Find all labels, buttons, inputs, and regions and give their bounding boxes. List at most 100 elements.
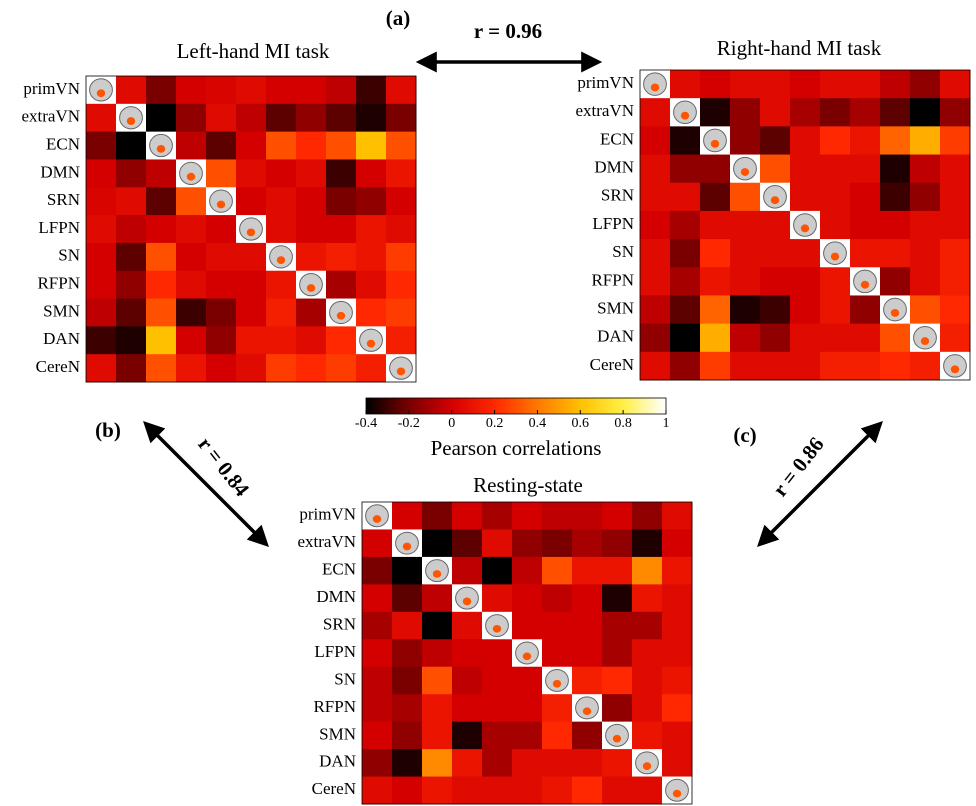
heatmap-cell [670, 323, 701, 353]
heatmap-cell [940, 323, 971, 353]
heatmap-cell [356, 187, 387, 216]
heatmap-cell [820, 98, 851, 127]
heatmap-cell [760, 210, 791, 240]
heatmap-cell [662, 721, 693, 750]
heatmap-cell [662, 502, 693, 530]
brain-activation [642, 762, 652, 770]
brain-activation [492, 624, 502, 633]
heatmap-cell [542, 776, 573, 805]
heatmap-cell [452, 529, 483, 558]
heatmap-cell [392, 749, 423, 778]
heatmap-cell [176, 103, 207, 133]
heatmap-cell [572, 776, 603, 805]
row-label: SMN [319, 724, 356, 743]
correlation-label: r = 0.84 [193, 432, 254, 501]
row-label: RFPN [37, 274, 80, 293]
heatmap-cell [820, 154, 851, 184]
heatmap-cell [206, 242, 237, 272]
heatmap-cell [662, 584, 693, 613]
heatmap-cell [146, 354, 177, 383]
heatmap-cell [632, 776, 663, 805]
heatmap-cell [176, 298, 207, 327]
heatmap-cell [880, 154, 911, 184]
heatmap-cell [296, 159, 327, 188]
chart-title: Right-hand MI task [717, 36, 882, 60]
heatmap-cell [662, 556, 693, 585]
brain-activation [462, 597, 472, 606]
heatmap-cell [880, 210, 911, 240]
heatmap-cell [362, 721, 393, 750]
heatmap-cell [542, 556, 573, 585]
heatmap-cell [572, 639, 603, 668]
brain-activation [710, 139, 720, 148]
heatmap-cell [850, 210, 881, 240]
heatmap-cell [700, 70, 731, 99]
heatmap-cell [880, 267, 911, 296]
heatmap-cell [850, 98, 881, 127]
heatmap-cell [512, 666, 543, 695]
heatmap-cell [880, 323, 911, 353]
heatmap-cell [880, 98, 911, 127]
row-label: CereN [590, 355, 634, 374]
row-label: SN [58, 246, 80, 265]
heatmap-cell [296, 103, 327, 133]
heatmap-cell [146, 187, 177, 216]
colorbar [365, 397, 667, 415]
row-label: SRN [601, 186, 634, 205]
heatmap-cell [386, 159, 417, 188]
brain-activation [830, 252, 840, 261]
heatmap-cell [910, 182, 941, 212]
heatmap-cell [326, 159, 357, 188]
row-label: RFPN [313, 697, 356, 716]
heatmap-cell [386, 270, 417, 300]
heatmap-cell [670, 126, 701, 156]
heatmap-cell [422, 776, 453, 805]
heatmap-cell [266, 354, 297, 383]
heatmap-cell [670, 295, 701, 325]
heatmap-cell [392, 584, 423, 613]
heatmap-cell [940, 98, 971, 127]
heatmap-cell [206, 354, 237, 383]
brain-activation [306, 284, 316, 292]
heatmap-cell [482, 749, 513, 778]
brain-activation [216, 200, 226, 209]
heatmap-cell [512, 502, 543, 530]
heatmap-cell [452, 611, 483, 640]
heatmap-cell [790, 267, 821, 296]
heatmap-cell [266, 215, 297, 244]
heatmap-cell [700, 210, 731, 240]
heatmap-cell [640, 239, 671, 268]
heatmap-cell [116, 187, 147, 216]
heatmap-cell [116, 76, 147, 105]
heatmap-cell [296, 298, 327, 327]
heatmap-cell [760, 351, 791, 381]
heatmap-cell [392, 776, 423, 805]
heatmap-cell [176, 76, 207, 105]
heatmap-cell [820, 295, 851, 325]
row-label: LFPN [314, 642, 356, 661]
heatmap-cell [910, 239, 941, 268]
row-label: extraVN [297, 532, 356, 551]
heatmap-cell [236, 187, 267, 216]
correlation-label: r = 0.86 [768, 432, 829, 500]
heatmap-cell [296, 354, 327, 383]
heatmap-cell [542, 694, 573, 723]
heatmap-cell [326, 103, 357, 133]
heatmap-cell [730, 267, 761, 296]
heatmap-cell [356, 131, 387, 160]
heatmap-cell [386, 76, 417, 105]
heatmap-cell [880, 126, 911, 156]
heatmap-cell [326, 76, 357, 105]
heatmap-cell [880, 351, 911, 381]
heatmap-cell [512, 749, 543, 778]
heatmap-cell [356, 298, 387, 327]
heatmap-cell [296, 76, 327, 105]
heatmap-cell [452, 639, 483, 668]
heatmap-cell [452, 749, 483, 778]
heatmap-cell [326, 326, 357, 355]
heatmap-cell [206, 76, 237, 105]
brain-activation [126, 117, 136, 125]
row-label: extraVN [575, 101, 634, 120]
heatmap-cell [760, 70, 791, 99]
heatmap-cell [392, 611, 423, 640]
